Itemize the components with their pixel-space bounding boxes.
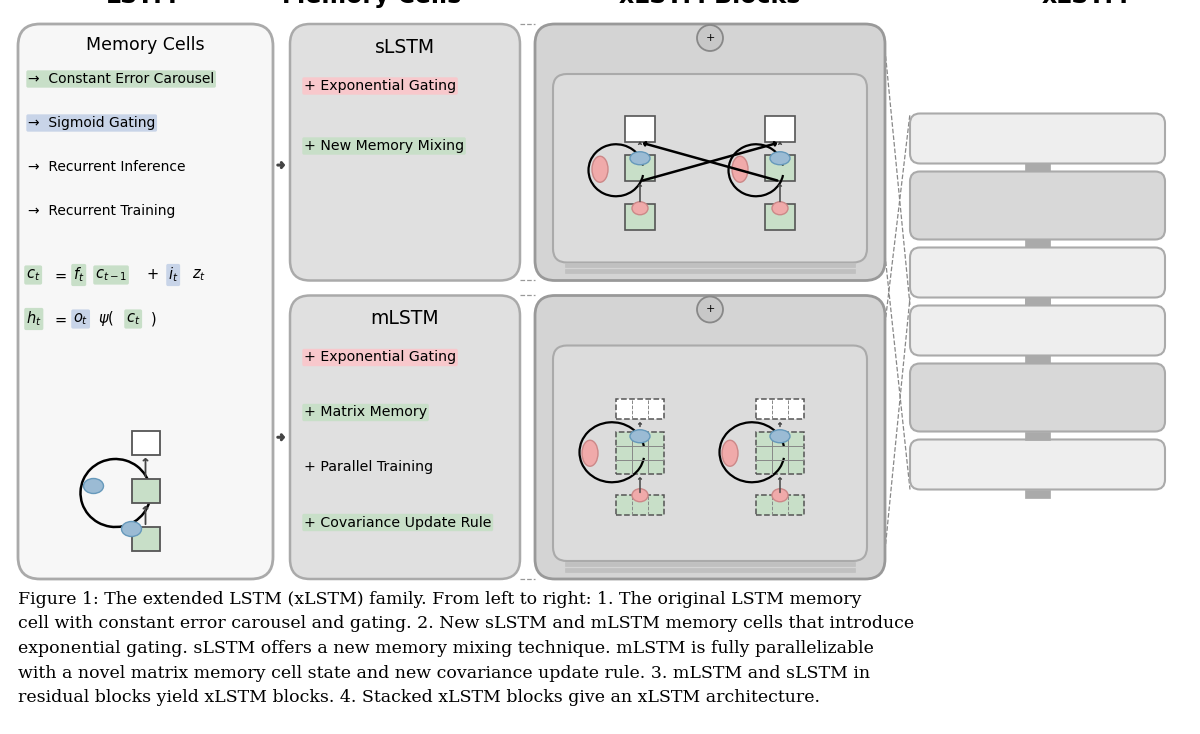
Text: $)$: $)$ xyxy=(150,310,156,328)
Text: + Parallel Training: + Parallel Training xyxy=(304,460,433,474)
Text: sLSTM: sLSTM xyxy=(374,38,436,57)
FancyBboxPatch shape xyxy=(290,24,520,280)
FancyBboxPatch shape xyxy=(910,363,1165,432)
Ellipse shape xyxy=(770,152,790,164)
Ellipse shape xyxy=(722,440,738,466)
Ellipse shape xyxy=(630,429,650,443)
Text: mLSTM: mLSTM xyxy=(371,310,439,329)
FancyBboxPatch shape xyxy=(910,247,1165,297)
Bar xyxy=(616,432,664,474)
Bar xyxy=(132,527,160,551)
Circle shape xyxy=(697,297,722,322)
Ellipse shape xyxy=(632,202,648,215)
Bar xyxy=(565,269,854,274)
Text: + Exponential Gating: + Exponential Gating xyxy=(304,351,456,365)
Text: $c_{t-1}$: $c_{t-1}$ xyxy=(95,267,127,283)
FancyBboxPatch shape xyxy=(18,24,274,579)
Bar xyxy=(625,204,655,230)
Ellipse shape xyxy=(582,440,598,466)
Text: xLSTM Blocks: xLSTM Blocks xyxy=(619,0,800,8)
Bar xyxy=(616,399,664,419)
Bar xyxy=(565,264,854,267)
Ellipse shape xyxy=(770,429,790,443)
FancyBboxPatch shape xyxy=(553,346,866,561)
Text: →  Constant Error Carousel: → Constant Error Carousel xyxy=(28,72,215,86)
Text: with a novel matrix memory cell state and new covariance update rule. 3. mLSTM a: with a novel matrix memory cell state an… xyxy=(18,664,870,681)
Text: $o_t$: $o_t$ xyxy=(73,311,89,327)
Text: $i_t$: $i_t$ xyxy=(168,266,179,284)
Bar xyxy=(616,495,664,515)
Bar xyxy=(132,479,160,503)
Ellipse shape xyxy=(632,489,648,502)
Text: →  Recurrent Training: → Recurrent Training xyxy=(28,204,175,218)
Text: + Exponential Gating: + Exponential Gating xyxy=(304,79,456,93)
Text: exponential gating. sLSTM offers a new memory mixing technique. mLSTM is fully p: exponential gating. sLSTM offers a new m… xyxy=(18,640,874,657)
FancyBboxPatch shape xyxy=(910,114,1165,164)
Bar xyxy=(1025,164,1050,172)
Text: + Covariance Update Rule: + Covariance Update Rule xyxy=(304,515,492,529)
Text: $+$: $+$ xyxy=(146,267,158,283)
Text: $\psi($: $\psi($ xyxy=(98,310,114,329)
Ellipse shape xyxy=(121,521,142,537)
Bar xyxy=(1025,297,1050,305)
Text: $f_t$: $f_t$ xyxy=(73,266,84,284)
Text: →  Recurrent Inference: → Recurrent Inference xyxy=(28,160,186,174)
Text: $=$: $=$ xyxy=(52,311,67,327)
Text: Memory Cells: Memory Cells xyxy=(86,36,205,54)
Bar xyxy=(625,116,655,142)
Text: +: + xyxy=(706,33,715,43)
Bar xyxy=(625,156,655,181)
Ellipse shape xyxy=(772,489,788,502)
Ellipse shape xyxy=(630,152,650,164)
Bar xyxy=(756,432,804,474)
FancyBboxPatch shape xyxy=(910,172,1165,239)
Bar xyxy=(1025,355,1050,363)
Bar xyxy=(766,204,794,230)
Circle shape xyxy=(697,25,722,51)
FancyBboxPatch shape xyxy=(553,74,866,263)
Bar xyxy=(1025,239,1050,247)
Text: +: + xyxy=(706,305,715,314)
Bar xyxy=(1025,490,1050,498)
Bar xyxy=(565,562,854,566)
Text: LSTM: LSTM xyxy=(106,0,178,8)
Text: $h_t$: $h_t$ xyxy=(26,310,42,328)
FancyBboxPatch shape xyxy=(535,296,886,579)
Text: xLSTM: xLSTM xyxy=(1042,0,1128,8)
Text: cell with constant error carousel and gating. 2. New sLSTM and mLSTM memory cell: cell with constant error carousel and ga… xyxy=(18,616,914,633)
Bar xyxy=(565,568,854,572)
Text: $=$: $=$ xyxy=(52,267,67,283)
Bar xyxy=(756,495,804,515)
Text: $c_t$: $c_t$ xyxy=(26,267,41,283)
FancyBboxPatch shape xyxy=(910,305,1165,355)
Bar xyxy=(766,156,794,181)
Bar xyxy=(132,431,160,455)
FancyBboxPatch shape xyxy=(535,24,886,280)
Text: Figure 1: The extended LSTM (xLSTM) family. From left to right: 1. The original : Figure 1: The extended LSTM (xLSTM) fami… xyxy=(18,591,862,608)
Text: $c_t$: $c_t$ xyxy=(126,311,140,327)
FancyBboxPatch shape xyxy=(290,296,520,579)
Bar xyxy=(756,399,804,419)
Ellipse shape xyxy=(592,156,608,182)
FancyBboxPatch shape xyxy=(910,440,1165,490)
Text: →  Sigmoid Gating: → Sigmoid Gating xyxy=(28,116,155,130)
Ellipse shape xyxy=(732,156,748,182)
Text: $z_t$: $z_t$ xyxy=(192,267,206,283)
Ellipse shape xyxy=(772,202,788,215)
Bar xyxy=(1025,432,1050,440)
Text: residual blocks yield xLSTM blocks. 4. Stacked xLSTM blocks give an xLSTM archit: residual blocks yield xLSTM blocks. 4. S… xyxy=(18,689,820,706)
Text: + New Memory Mixing: + New Memory Mixing xyxy=(304,139,464,153)
Ellipse shape xyxy=(84,479,103,493)
Text: Memory Cells: Memory Cells xyxy=(282,0,462,8)
Text: + Matrix Memory: + Matrix Memory xyxy=(304,405,427,420)
Bar xyxy=(766,116,794,142)
Bar xyxy=(1025,297,1050,305)
